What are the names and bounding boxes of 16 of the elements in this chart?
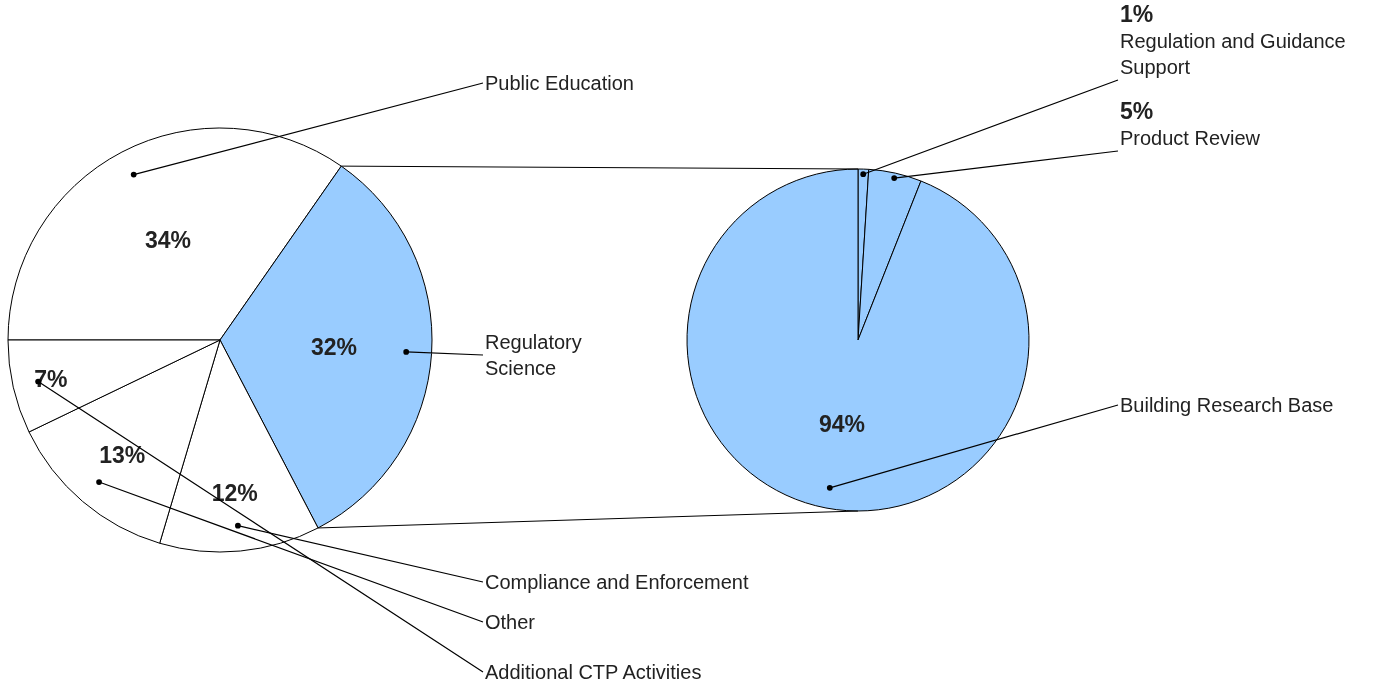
slice-label: Additional CTP Activities: [485, 661, 702, 683]
slice-label: Product Review: [1120, 127, 1261, 149]
data-label: 34%: [145, 227, 192, 254]
slice-label: Compliance and Enforcement: [485, 571, 749, 593]
data-label: 12%: [211, 480, 258, 507]
data-label: 7%: [34, 365, 68, 392]
slice-label: Building Research Base: [1120, 394, 1334, 416]
data-label: 1%: [1120, 1, 1154, 27]
slice-label: Other: [485, 611, 536, 633]
data-label: 13%: [99, 441, 146, 468]
data-label: 5%: [1120, 98, 1154, 124]
data-label: 32%: [311, 334, 358, 361]
data-label: 94%: [818, 410, 865, 437]
slice-label: Regulatory Science: [485, 331, 582, 379]
slice-label: Public Education: [485, 72, 634, 94]
slice-label: Regulation and Guidance Support: [1120, 30, 1346, 78]
